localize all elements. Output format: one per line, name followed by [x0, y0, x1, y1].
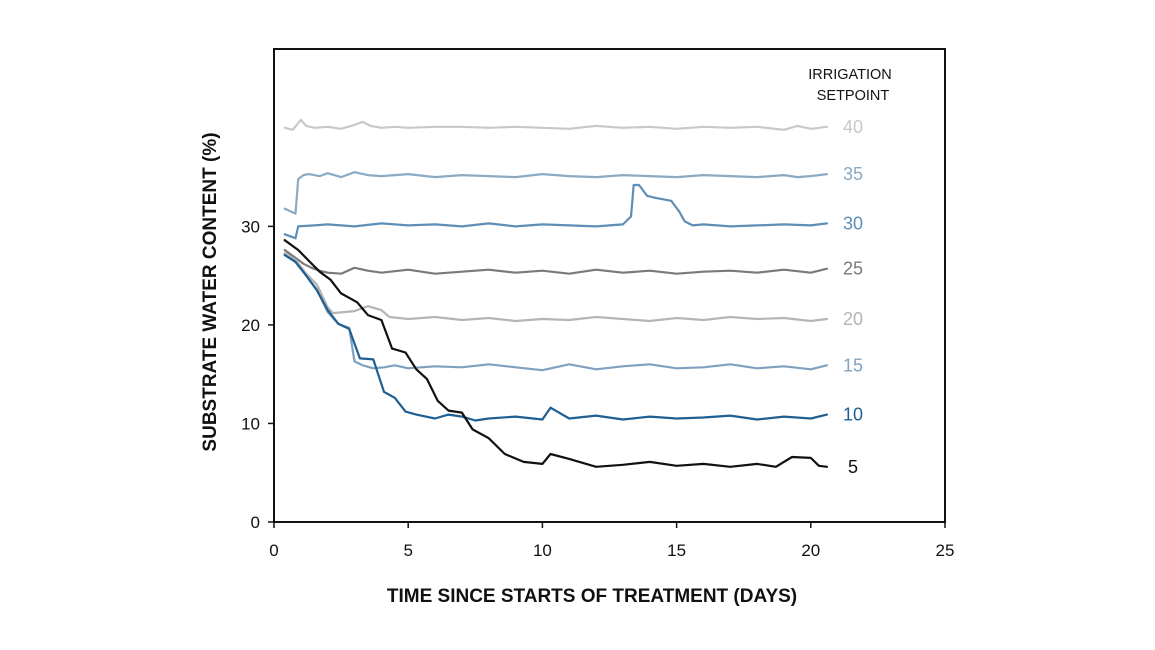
series-label-35: 35 [843, 164, 863, 184]
series-line-25 [283, 248, 828, 275]
series-label-25: 25 [843, 259, 863, 279]
series-line-35 [283, 171, 828, 215]
y-tick-label-20: 20 [241, 316, 260, 335]
series-label-5: 5 [848, 457, 858, 477]
x-axis-title: TIME SINCE STARTS OF TREATMENT (DAYS) [387, 586, 797, 607]
series-end-labels: 40 35 30 25 20 15 10 5 [843, 117, 863, 477]
series-line-10 [283, 253, 828, 422]
x-tick-label-10: 10 [533, 541, 552, 560]
y-tick-label-30: 30 [241, 217, 260, 236]
y-axis-title: SUBSTRATE WATER CONTENT (%) [200, 132, 221, 451]
x-tick-label-5: 5 [403, 541, 412, 560]
series-label-15: 15 [843, 355, 863, 375]
x-tick-label-0: 0 [269, 541, 278, 560]
series-line-30 [283, 183, 828, 240]
legend-title-line-2: SETPOINT [817, 88, 890, 104]
plot-frame [273, 48, 946, 523]
x-tick-label-15: 15 [667, 541, 686, 560]
x-tick-label-20: 20 [801, 541, 820, 560]
series-line-40 [283, 118, 828, 131]
series-label-10: 10 [843, 405, 863, 425]
series-line-5 [283, 239, 828, 468]
legend-title-line-1: IRRIGATION [808, 67, 892, 83]
series-label-20: 20 [843, 309, 863, 329]
series-label-30: 30 [843, 213, 863, 233]
series-line-20 [283, 251, 828, 323]
y-tick-label-10: 10 [241, 414, 260, 433]
x-tick-label-25: 25 [936, 541, 955, 560]
y-axis-ticks: 0 10 20 30 [241, 217, 274, 532]
series-label-40: 40 [843, 117, 863, 137]
series-lines [283, 118, 828, 468]
x-axis-ticks: 0 5 10 15 20 25 [269, 522, 954, 560]
y-tick-label-0: 0 [251, 513, 260, 532]
